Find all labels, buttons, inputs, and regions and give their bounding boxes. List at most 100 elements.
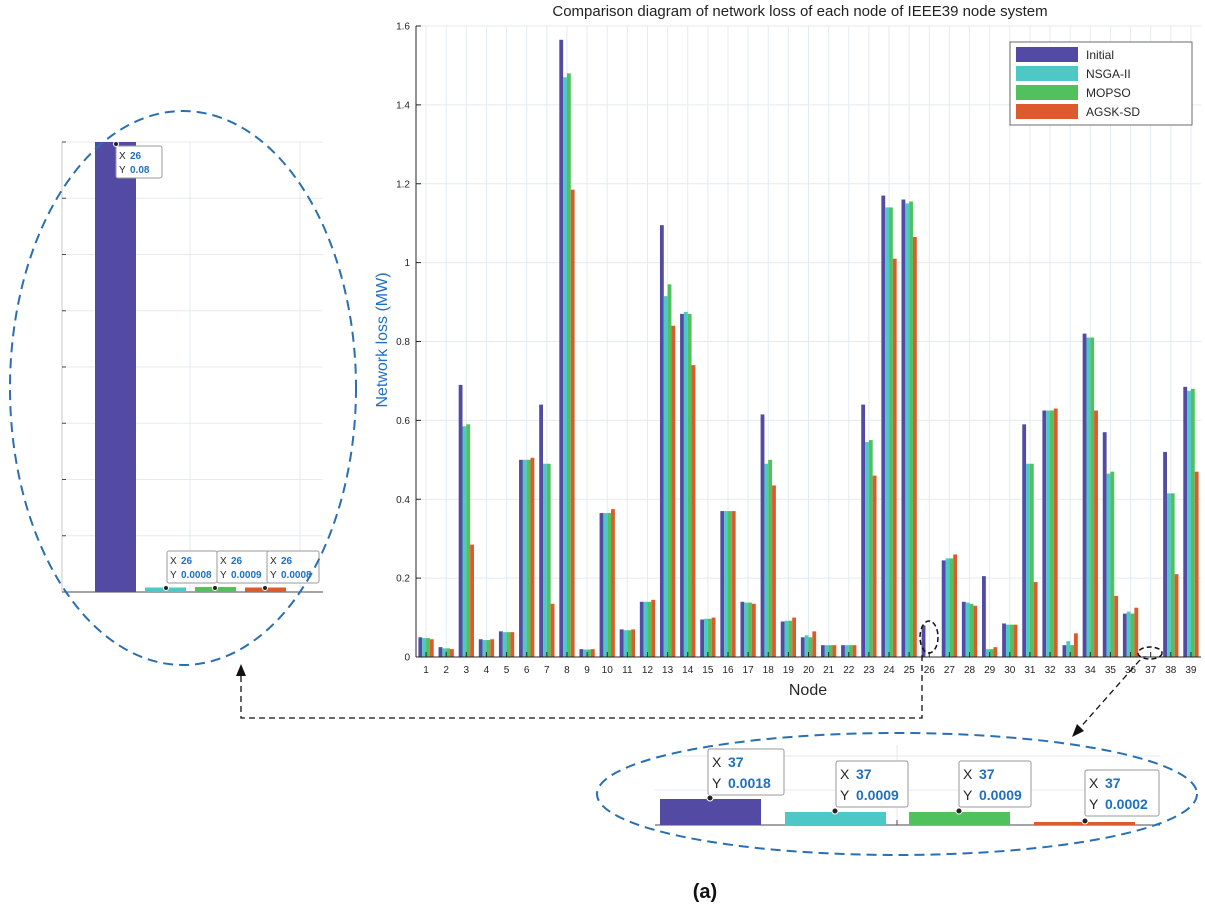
bar: [969, 603, 974, 657]
bar: [848, 645, 853, 657]
bar: [961, 601, 966, 657]
bar: [885, 207, 890, 657]
bar: [965, 602, 970, 657]
bar: [546, 463, 551, 657]
bar: [1073, 633, 1078, 657]
bar: [832, 645, 837, 657]
bar: [760, 414, 765, 657]
x-tick-label: 29: [984, 665, 996, 676]
x-tick-label: 22: [843, 665, 855, 676]
axes: [415, 25, 1201, 658]
tooltip-x-value: 37: [728, 754, 744, 770]
zoom-inset-node37: X 37 Y 0.0018 X 37 Y 0.0009 X 37 Y 0.0009 X 37 Y 0.0002: [655, 745, 1160, 826]
x-tick-label: 9: [584, 665, 590, 676]
bar: [892, 258, 897, 657]
bar: [1066, 641, 1071, 657]
bar: [639, 601, 644, 657]
zoom-bar: [909, 812, 1010, 825]
x-tick-label: 16: [722, 665, 734, 676]
legend-swatch: [1016, 47, 1078, 62]
tooltip-anchor: [212, 585, 218, 591]
bar: [683, 311, 688, 657]
tooltip-y-key: Y: [119, 165, 126, 176]
bar: [711, 617, 716, 657]
zoom-ellipse-node37: [596, 732, 1198, 856]
tooltip-y-key: Y: [963, 787, 973, 803]
bar: [438, 647, 443, 657]
bar: [731, 511, 736, 657]
bar: [1166, 493, 1171, 657]
x-tick-label: 21: [823, 665, 835, 676]
bar: [550, 603, 555, 657]
series-nsga-ii: [422, 77, 1191, 658]
bar: [1086, 337, 1091, 657]
bar: [667, 284, 672, 657]
bar: [1126, 611, 1131, 657]
bar: [1009, 624, 1014, 657]
bar: [707, 618, 712, 657]
bar: [587, 649, 591, 657]
zoom-tooltip: X 26 Y 0.0008: [163, 550, 218, 591]
zoom-bar: [95, 142, 136, 592]
bar: [502, 632, 507, 657]
legend-swatch: [1016, 85, 1078, 100]
x-tick-label: 27: [944, 665, 956, 676]
bar: [865, 442, 869, 657]
bar: [506, 632, 511, 657]
bar: [852, 645, 857, 657]
x-tick-label: 17: [743, 665, 755, 676]
bar: [1062, 645, 1067, 657]
bar: [1002, 623, 1006, 657]
tooltip-anchor: [1081, 817, 1089, 825]
bar: [748, 602, 752, 657]
bar: [764, 463, 769, 657]
bar: [727, 511, 732, 657]
bar: [559, 39, 564, 658]
bar: [603, 513, 608, 657]
bar: [792, 617, 797, 657]
tooltip-x-key: X: [963, 766, 973, 782]
x-tick-label: 8: [564, 665, 570, 676]
bar: [623, 630, 628, 657]
bar: [921, 625, 926, 657]
tooltip-y-key: Y: [1089, 796, 1099, 812]
series-agsk-sd: [429, 189, 1199, 657]
x-tick-label: 3: [464, 665, 470, 676]
tooltip-x-value: 26: [281, 556, 293, 567]
bar: [519, 459, 523, 657]
bar: [1190, 388, 1195, 657]
zoom-tooltip: X 26 Y 0.0009: [212, 550, 270, 591]
bar: [1042, 410, 1047, 657]
tooltip-y-value: 0.0009: [231, 570, 262, 581]
x-tick-label: 14: [682, 665, 694, 676]
y-tick-label: 1.2: [396, 179, 410, 190]
x-tick-label: 20: [803, 665, 815, 676]
y-tick-label: 0: [404, 653, 410, 664]
x-tick-label: 26: [924, 665, 936, 676]
zoom-inset-node26: X 26 Y 0.08 X 26 Y 0.0008 X 26 Y 0.0009 X 26 Y 0.0008: [61, 141, 323, 593]
tooltip-y-value: 0.0002: [1105, 796, 1148, 812]
tooltip-x-key: X: [270, 556, 277, 567]
x-tick-label: 39: [1185, 665, 1197, 676]
marker-node37: [1137, 646, 1163, 660]
bar: [647, 601, 652, 657]
bar: [619, 629, 624, 657]
bar: [1130, 613, 1135, 657]
chart-title: Comparison diagram of network loss of ea…: [552, 3, 1047, 20]
bar: [446, 648, 451, 657]
connector-line-26: [240, 655, 923, 719]
bar: [563, 77, 567, 658]
bar: [828, 645, 833, 657]
bar: [724, 511, 728, 657]
bar: [1082, 333, 1087, 657]
bar: [1106, 473, 1111, 657]
bar: [470, 544, 474, 657]
tooltip-anchor: [113, 141, 119, 147]
tooltip-box: [835, 760, 909, 808]
bar: [478, 639, 483, 657]
bar: [663, 296, 668, 657]
bar: [466, 424, 471, 657]
bar: [953, 554, 958, 657]
bar: [784, 620, 789, 657]
legend-label: NSGA-II: [1086, 67, 1131, 81]
